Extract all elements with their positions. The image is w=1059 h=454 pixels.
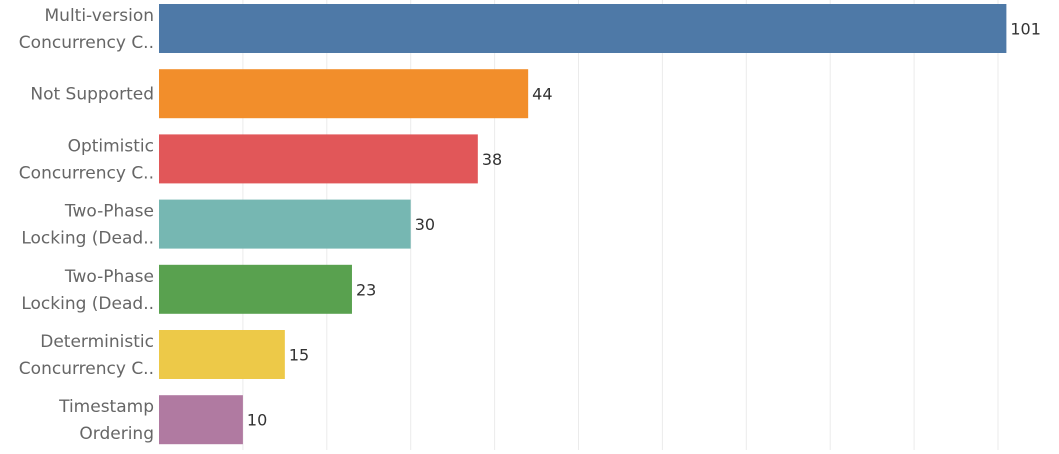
bar: [159, 199, 411, 249]
category-label-line: Concurrency C..: [19, 359, 154, 379]
category-label-line: Timestamp: [58, 397, 154, 417]
category-label-line: Not Supported: [30, 85, 154, 105]
category-label-line: Two-Phase: [64, 202, 154, 222]
value-label: 44: [532, 85, 552, 104]
category-label-line: Ordering: [79, 424, 154, 444]
bars: [159, 4, 1007, 445]
value-label: 30: [415, 215, 435, 234]
category-label: Deterministic Concurrency C..: [19, 332, 154, 379]
bar: [159, 134, 478, 184]
category-label-line: Multi-version: [45, 6, 155, 26]
value-label: 101: [1010, 20, 1041, 39]
category-label: Two-Phase Locking (Dead..: [21, 267, 154, 314]
category-label: Optimistic Concurrency C..: [19, 136, 154, 183]
value-label: 10: [247, 411, 267, 430]
category-label: Not Supported: [30, 85, 154, 105]
category-labels: Multi-version Concurrency C.. Not Supporte…: [19, 6, 154, 444]
category-label: Multi-version Concurrency C..: [19, 6, 154, 53]
category-label-line: Two-Phase: [64, 267, 154, 287]
category-label-line: Optimistic: [68, 136, 154, 156]
value-label: 38: [482, 150, 502, 169]
category-label: Timestamp Ordering: [58, 397, 154, 444]
bar: [159, 69, 529, 119]
bar: [159, 4, 1007, 53]
bar: [159, 395, 243, 445]
category-label-line: Locking (Dead..: [21, 229, 154, 249]
category-label: Two-Phase Locking (Dead..: [21, 202, 154, 249]
value-labels: 101 44 38 30 23 15 10: [247, 20, 1041, 430]
category-label-line: Locking (Dead..: [21, 294, 154, 314]
category-label-line: Deterministic: [40, 332, 154, 352]
bar: [159, 330, 285, 379]
value-label: 23: [356, 280, 376, 299]
category-label-line: Concurrency C..: [19, 33, 154, 53]
category-label-line: Concurrency C..: [19, 163, 154, 183]
bar: [159, 264, 352, 314]
value-label: 15: [289, 346, 309, 365]
